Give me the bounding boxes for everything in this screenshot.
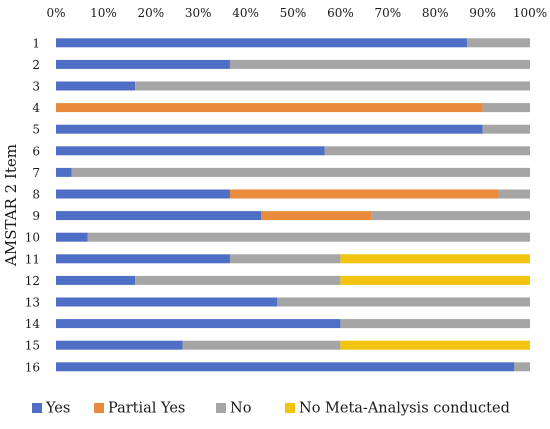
bar-segment-yes-item-10 bbox=[56, 232, 88, 242]
x-tick-label: 0% bbox=[46, 6, 65, 20]
bar-segment-no-item-1 bbox=[466, 38, 530, 48]
bar-segment-yes-item-15 bbox=[56, 340, 183, 350]
bar-segment-no-item-3 bbox=[135, 81, 530, 91]
y-category-label: 9 bbox=[32, 209, 40, 223]
legend-label: Partial Yes bbox=[108, 401, 185, 417]
bar-segment-partial-yes-item-8 bbox=[229, 189, 499, 199]
bar-segment-yes-item-12 bbox=[56, 275, 136, 285]
bar-segment-yes-item-5 bbox=[56, 124, 483, 134]
bar-segment-yes-item-8 bbox=[56, 189, 230, 199]
y-category-label: 16 bbox=[25, 360, 40, 374]
y-category-label: 11 bbox=[25, 252, 40, 266]
bar-segment-no-item-7 bbox=[71, 167, 530, 177]
x-tick-label: 10% bbox=[90, 6, 117, 20]
bar-segment-yes-item-9 bbox=[56, 211, 262, 221]
y-category-label: 4 bbox=[32, 101, 40, 115]
bar-segment-yes-item-14 bbox=[56, 319, 341, 329]
bar-segment-yes-item-3 bbox=[56, 81, 136, 91]
legend-label: Yes bbox=[45, 401, 70, 417]
legend-swatch bbox=[216, 403, 226, 413]
x-axis-ticks: 0% 10% 20% 30% 40% 50% 60% 70% 80% 90% 100% bbox=[46, 6, 547, 20]
bar-segment-yes-item-6 bbox=[56, 146, 325, 156]
x-tick-label: 70% bbox=[374, 6, 401, 20]
x-tick-label: 30% bbox=[185, 6, 212, 20]
y-category-label: 3 bbox=[32, 80, 40, 94]
bar-segment-no-item-15 bbox=[182, 340, 341, 350]
bar-segment-no-item-12 bbox=[135, 275, 341, 285]
legend-swatch bbox=[285, 403, 295, 413]
bar-segment-no-item-2 bbox=[229, 59, 530, 69]
bar-segment-no-item-11 bbox=[229, 254, 341, 264]
bar-segment-no-item-4 bbox=[482, 103, 530, 113]
x-tick-label: 100% bbox=[513, 6, 547, 20]
bar-segment-no-item-10 bbox=[87, 232, 530, 242]
legend-label: No bbox=[230, 401, 251, 417]
bar-segment-no-item-13 bbox=[277, 297, 530, 307]
y-category-label: 13 bbox=[25, 296, 40, 310]
bar-segment-yes-item-7 bbox=[56, 167, 72, 177]
bar-segment-no-item-5 bbox=[482, 124, 530, 134]
legend-swatch bbox=[32, 403, 42, 413]
bar-segment-yes-item-11 bbox=[56, 254, 230, 264]
y-axis-title: AMSTAR 2 Item bbox=[2, 144, 20, 267]
x-tick-label: 90% bbox=[469, 6, 496, 20]
y-category-label: 15 bbox=[25, 339, 40, 353]
x-tick-label: 40% bbox=[232, 6, 259, 20]
y-category-label: 12 bbox=[25, 274, 40, 288]
y-category-label: 8 bbox=[32, 188, 40, 202]
y-category-label: 6 bbox=[32, 144, 40, 158]
bar-segment-yes-item-16 bbox=[56, 362, 515, 372]
bar-segment-no-item-8 bbox=[498, 189, 530, 199]
y-category-label: 14 bbox=[25, 317, 41, 331]
x-tick-label: 20% bbox=[137, 6, 164, 20]
x-tick-label: 50% bbox=[280, 6, 307, 20]
bar-segment-partial-yes-item-9 bbox=[261, 211, 372, 221]
x-tick-label: 60% bbox=[327, 6, 354, 20]
bar-segment-no-meta-analysis-conducted-item-11 bbox=[340, 254, 530, 264]
bar-segment-no-item-16 bbox=[514, 362, 530, 372]
bar-segment-yes-item-13 bbox=[56, 297, 278, 307]
legend: Yes Partial Yes No No Meta-Analysis conduct… bbox=[32, 401, 510, 417]
bar-segment-no-item-9 bbox=[371, 211, 530, 221]
bar-segment-yes-item-1 bbox=[56, 38, 467, 48]
bar-segment-no-item-6 bbox=[324, 146, 530, 156]
bars bbox=[56, 38, 530, 372]
y-category-label: 2 bbox=[32, 58, 40, 72]
y-category-label: 7 bbox=[32, 166, 40, 180]
x-tick-label: 80% bbox=[422, 6, 449, 20]
bar-segment-no-item-14 bbox=[340, 319, 530, 329]
y-category-label: 1 bbox=[32, 36, 40, 50]
bar-segment-partial-yes-item-4 bbox=[56, 103, 483, 113]
bar-segment-yes-item-2 bbox=[56, 59, 230, 69]
legend-swatch bbox=[94, 403, 104, 413]
y-category-label: 5 bbox=[32, 123, 40, 137]
bar-segment-no-meta-analysis-conducted-item-15 bbox=[340, 340, 530, 350]
bar-segment-no-meta-analysis-conducted-item-12 bbox=[340, 275, 530, 285]
y-category-label: 10 bbox=[25, 231, 40, 245]
legend-label: No Meta-Analysis conducted bbox=[299, 401, 510, 417]
